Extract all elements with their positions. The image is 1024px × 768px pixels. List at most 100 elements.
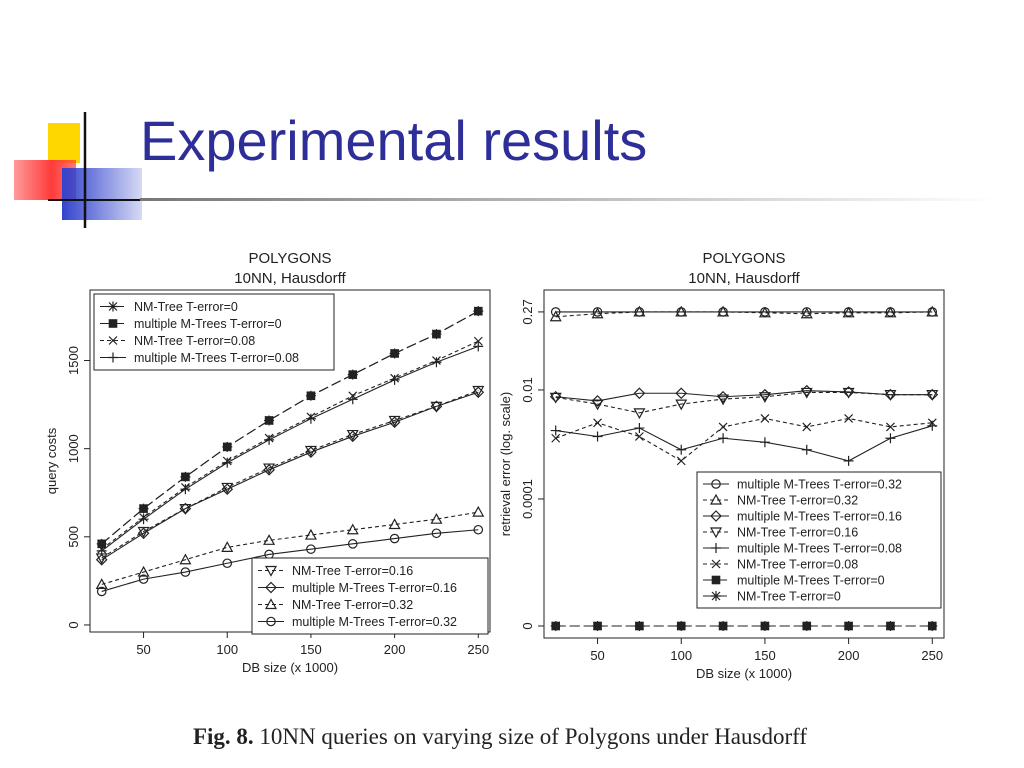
- legend-label: NM-Tree T-error=0: [134, 300, 238, 314]
- data-point: [179, 553, 192, 565]
- series-line: [555, 425, 933, 462]
- data-point: [676, 621, 687, 631]
- data-point: [263, 463, 275, 476]
- data-point: [843, 455, 854, 466]
- data-point: [634, 621, 645, 631]
- data-point: [347, 394, 358, 405]
- legend-label: NM-Tree T-error=0.16: [292, 564, 413, 578]
- data-point: [550, 425, 561, 436]
- slide-title: Experimental results: [140, 109, 648, 172]
- data-point: [676, 444, 687, 455]
- legend-box: [251, 557, 489, 635]
- data-point: [676, 456, 686, 466]
- data-point: [801, 621, 812, 631]
- data-point: [844, 414, 854, 423]
- data-point: [842, 387, 855, 399]
- chart-title: POLYGONS: [248, 250, 331, 267]
- data-point: [842, 306, 855, 318]
- plot-frame: [543, 289, 945, 639]
- data-point: [591, 399, 604, 411]
- series-5: [95, 386, 485, 566]
- data-point: [264, 416, 274, 425]
- series-4: [95, 385, 485, 565]
- legend-marker: [711, 543, 721, 553]
- legend-lower-right: multiple M-Trees T-error=0.32 NM-Tree T-e…: [696, 471, 942, 609]
- legend-bottom-right: NM-Tree T-error=0.16 multiple M-Trees T-e…: [251, 557, 489, 635]
- data-point: [633, 305, 646, 317]
- data-point: [430, 512, 443, 524]
- series-line: [555, 417, 933, 462]
- series-3: [549, 387, 939, 420]
- legend-label: NM-Tree T-error=0.16: [737, 526, 858, 540]
- data-point: [222, 457, 233, 468]
- data-point: [473, 306, 483, 316]
- data-point: [432, 329, 441, 339]
- legend-box: [696, 471, 942, 609]
- legend-marker: [108, 301, 118, 312]
- legend-label: NM-Tree T-error=0.32: [292, 598, 413, 612]
- data-point: [675, 387, 688, 400]
- data-point: [347, 539, 358, 549]
- data-point: [306, 544, 316, 554]
- data-point: [634, 423, 645, 434]
- data-point: [221, 541, 234, 552]
- series-1: [97, 306, 483, 549]
- series-1: [549, 305, 939, 322]
- data-point: [390, 349, 399, 358]
- legend-marker: [108, 352, 118, 363]
- data-point: [263, 534, 276, 545]
- legend-label: NM-Tree T-error=0.08: [134, 334, 255, 348]
- title-underline: [140, 198, 1000, 201]
- series-7: [550, 621, 938, 631]
- data-point: [592, 431, 603, 442]
- data-point: [95, 578, 108, 590]
- legend-marker: [711, 559, 721, 569]
- series-2: [549, 384, 939, 407]
- data-point: [800, 307, 813, 319]
- x-tick-label: 100: [670, 648, 692, 663]
- data-point: [95, 553, 108, 566]
- data-point: [138, 514, 149, 525]
- data-point: [221, 483, 234, 496]
- series-5: [551, 414, 937, 466]
- data-point: [346, 430, 359, 443]
- data-point: [306, 391, 316, 401]
- legend-marker: [709, 527, 723, 539]
- data-point: [473, 336, 483, 346]
- data-point: [927, 621, 938, 631]
- data-point: [886, 422, 895, 432]
- data-point: [304, 528, 317, 540]
- legend-box: [93, 293, 335, 371]
- legend-label: multiple M-Trees T-error=0.16: [737, 510, 902, 524]
- data-point: [549, 392, 562, 404]
- x-tick-label: 100: [216, 642, 238, 657]
- series-line: [555, 390, 933, 402]
- series-4: [550, 420, 938, 466]
- legend-marker: [711, 591, 721, 601]
- y-axis-label: query costs: [44, 427, 59, 494]
- legend-label: multiple M-Trees T-error=0: [737, 574, 885, 588]
- data-point: [884, 390, 897, 401]
- legend-marker: [266, 616, 276, 627]
- legend-marker: [108, 319, 118, 328]
- data-point: [759, 621, 770, 631]
- data-point: [758, 306, 771, 318]
- legend-label: multiple M-Trees T-error=0.16: [292, 581, 457, 595]
- series-line: [101, 529, 479, 592]
- legend-marker: [108, 336, 118, 345]
- legend-label: multiple M-Trees T-error=0.32: [737, 478, 902, 492]
- data-point: [179, 503, 192, 515]
- x-tick-label: 50: [590, 648, 604, 663]
- data-point: [549, 310, 562, 322]
- data-point: [718, 433, 729, 444]
- legend-marker: [265, 581, 277, 594]
- legend-label: multiple M-Trees T-error=0.08: [737, 542, 902, 556]
- figure-caption-text: 10NN queries on varying size of Polygons…: [259, 724, 808, 749]
- chart-subtitle: 10NN, Hausdorff: [234, 270, 346, 287]
- query-costs-chart: POLYGONS 10NN, Hausdorff 50 100 150 200 250 DB …: [44, 250, 491, 675]
- data-point: [137, 527, 150, 540]
- series-line: [101, 389, 479, 559]
- deco-blue-block: [62, 168, 142, 220]
- x-axis-label: DB size (x 1000): [696, 666, 792, 681]
- y-tick-label: 0.27: [520, 299, 535, 324]
